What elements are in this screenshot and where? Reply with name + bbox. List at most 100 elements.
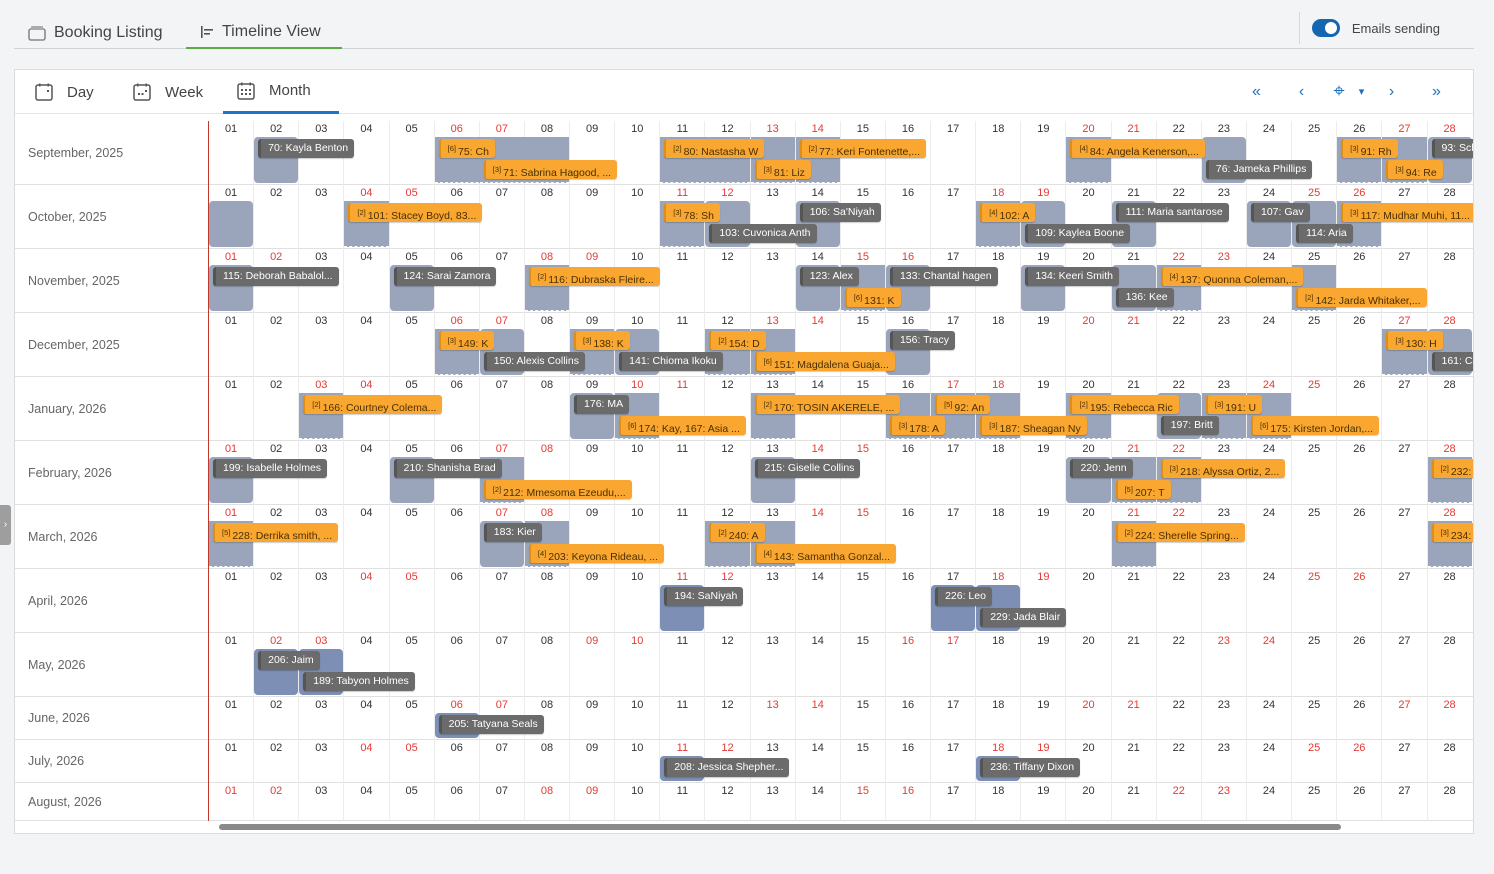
booking-chip[interactable]: 156: Tracy [889,331,955,350]
day-cell[interactable]: 07 [478,377,524,441]
day-cell[interactable]: 18 [975,441,1020,505]
day-cell[interactable]: 03 [298,185,343,249]
booking-chip[interactable]: 70: Kayla Benton [258,139,355,158]
day-cell[interactable]: 03 [298,569,343,633]
day-cell[interactable]: 17 [930,377,975,441]
day-cell[interactable]: 12 [704,697,749,740]
day-cell[interactable]: 03 [298,377,343,441]
day-cell[interactable]: 16 [884,783,930,821]
booking-chip[interactable]: [6] 75: Ch [438,139,495,158]
day-cell[interactable]: 05 [388,249,434,313]
booking-chip[interactable]: [3] 78: Sh [664,203,720,222]
day-cell[interactable]: 14 [794,783,840,821]
day-cell[interactable]: 13 [749,185,795,249]
day-cell[interactable]: 02 [253,740,298,783]
booking-chip[interactable]: [5] 228: Derrika smith, ... [213,523,339,542]
day-cell[interactable]: 05 [388,313,434,377]
day-cell[interactable]: 22 [1155,697,1201,740]
day-cell[interactable]: 19 [1020,633,1065,697]
day-cell[interactable]: 08 [523,569,569,633]
day-cell[interactable]: 05 [388,569,434,633]
day-cell[interactable]: 02 [253,569,298,633]
horizontal-scrollbar[interactable] [219,824,1469,830]
day-cell[interactable]: 20 [1065,783,1110,821]
booking-chip[interactable]: [3] 71: Sabrina Hagood, ... [483,160,618,179]
day-cell[interactable]: 25 [1291,740,1336,783]
booking-chip[interactable]: 161: Ca [1431,352,1473,371]
day-cell[interactable]: 20 [1065,505,1110,569]
day-cell[interactable]: 14 [794,121,840,185]
day-cell[interactable]: 21 [1110,633,1156,697]
day-cell[interactable]: 14 [794,569,840,633]
day-cell[interactable]: 06 [433,505,479,569]
day-cell[interactable]: 22 [1155,313,1201,377]
day-cell[interactable]: 20 [1065,569,1110,633]
day-cell[interactable]: 26 [1336,633,1381,697]
day-cell[interactable]: 24 [1245,783,1291,821]
day-cell[interactable]: 20 [1065,441,1110,505]
day-cell[interactable]: 07 [478,185,524,249]
tab-week[interactable]: Week [119,70,217,114]
booking-chip[interactable]: [3] 81: Liz [754,160,811,179]
day-cell[interactable]: 08 [523,633,569,697]
day-cell[interactable]: 16 [884,185,930,249]
day-cell[interactable]: 15 [839,313,885,377]
day-cell[interactable]: 03 [298,783,343,821]
day-cell[interactable]: 17 [930,569,975,633]
day-cell[interactable]: 28 [1426,783,1472,821]
day-cell[interactable]: 10 [614,697,659,740]
booking-chip[interactable]: [2] 240: A [709,523,765,542]
day-cell[interactable]: 25 [1291,569,1336,633]
day-cell[interactable]: 24 [1245,185,1291,249]
day-cell[interactable]: 15 [839,740,885,783]
booking-chip[interactable]: [2] 212: Mmesoma Ezeudu,... [483,480,632,499]
day-cell[interactable]: 11 [659,313,704,377]
day-cell[interactable]: 27 [1381,249,1426,313]
emails-sending-toggle[interactable] [1311,19,1340,37]
day-cell[interactable]: 22 [1155,783,1201,821]
day-cell[interactable]: 08 [523,377,569,441]
booking-block[interactable] [209,201,254,247]
booking-chip[interactable]: 107: Gav [1250,203,1310,222]
day-cell[interactable]: 15 [839,633,885,697]
day-cell[interactable]: 20 [1065,633,1110,697]
booking-chip[interactable]: [3] 91: Rh [1341,139,1398,158]
booking-chip[interactable]: 208: Jessica Shepher... [664,758,790,777]
booking-chip[interactable]: 194: SaNiyah [664,587,744,606]
day-cell[interactable]: 24 [1245,121,1291,185]
day-cell[interactable]: 22 [1155,441,1201,505]
day-cell[interactable]: 24 [1245,740,1291,783]
prev-button[interactable]: ‹ [1298,82,1305,100]
day-cell[interactable]: 17 [930,121,975,185]
day-cell[interactable]: 27 [1381,633,1426,697]
booking-chip[interactable]: 226: Leo [935,587,992,606]
day-cell[interactable]: 20 [1065,377,1110,441]
day-cell[interactable]: 18 [975,633,1020,697]
day-cell[interactable]: 27 [1381,505,1426,569]
day-cell[interactable]: 21 [1110,569,1156,633]
day-cell[interactable]: 10 [614,185,659,249]
day-cell[interactable]: 10 [614,569,659,633]
day-cell[interactable]: 17 [930,633,975,697]
day-cell[interactable]: 01 [208,697,253,740]
day-cell[interactable]: 11 [659,633,704,697]
day-cell[interactable]: 17 [930,697,975,740]
day-cell[interactable]: 21 [1110,185,1156,249]
booking-chip[interactable]: 220: Jenn [1070,459,1133,478]
day-cell[interactable]: 12 [704,313,749,377]
day-cell[interactable]: 11 [659,185,704,249]
day-cell[interactable]: 17 [930,185,975,249]
booking-chip[interactable]: [3] 234: [1431,523,1473,542]
booking-chip[interactable]: [3] 130: H [1386,331,1443,350]
day-cell[interactable]: 11 [659,697,704,740]
day-cell[interactable]: 28 [1426,569,1472,633]
day-cell[interactable]: 10 [614,740,659,783]
day-cell[interactable]: 20 [1065,185,1110,249]
booking-chip[interactable]: [4] 143: Samantha Gonzal... [754,544,897,563]
day-cell[interactable]: 02 [253,783,298,821]
day-cell[interactable]: 14 [794,185,840,249]
day-cell[interactable]: 12 [704,783,749,821]
booking-chip[interactable]: 197: Britt [1160,416,1219,435]
booking-chip[interactable]: [2]232: A [1431,459,1473,478]
day-cell[interactable]: 14 [794,505,840,569]
